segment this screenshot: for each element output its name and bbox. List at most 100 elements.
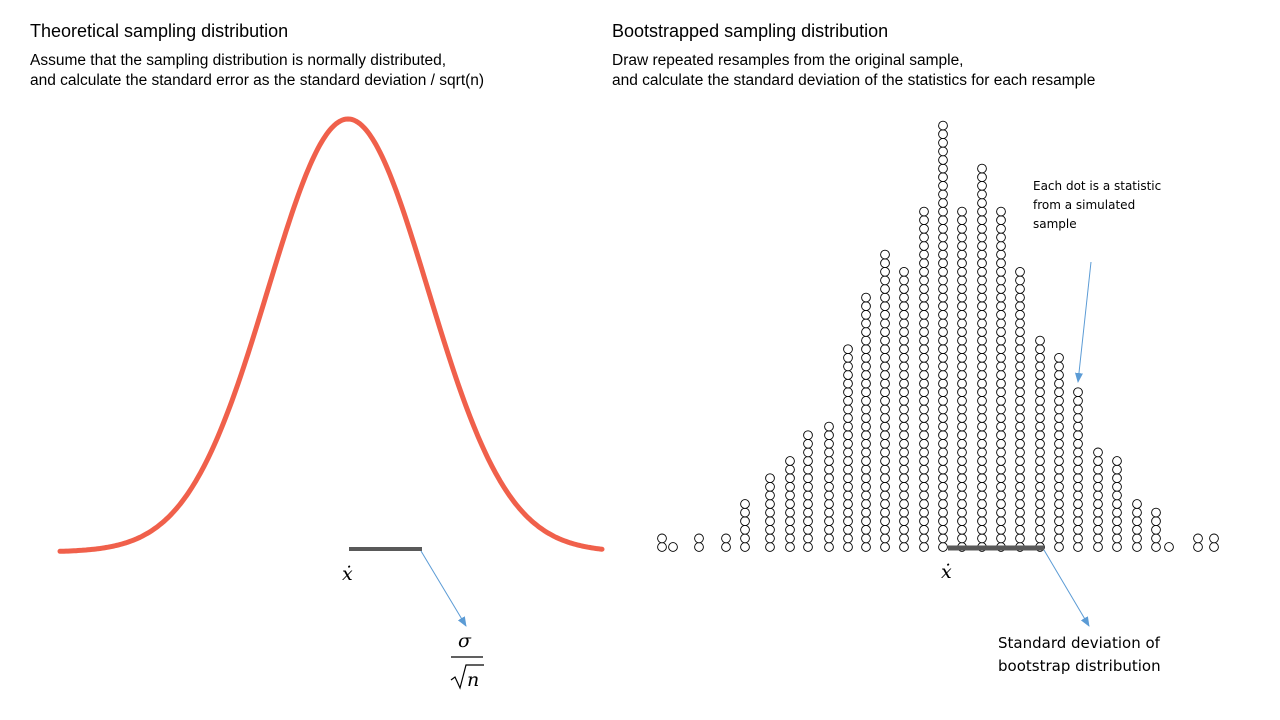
bootstrap-dot xyxy=(938,198,948,208)
bootstrap-dot xyxy=(938,344,948,355)
bootstrap-dot xyxy=(1093,464,1103,475)
bootstrap-dot xyxy=(977,421,987,432)
bootstrap-dot xyxy=(919,421,929,432)
bootstrap-dot xyxy=(1035,378,1045,389)
bootstrap-dot xyxy=(977,481,987,492)
bootstrap-dot xyxy=(843,370,853,380)
bootstrap-dot xyxy=(861,421,871,432)
bootstrap-dot xyxy=(899,473,909,484)
bootstrap-dot xyxy=(899,266,909,277)
bootstrap-dot xyxy=(957,499,967,509)
bootstrap-dot xyxy=(880,542,890,552)
bootstrap-dot xyxy=(861,301,871,312)
bootstrap-dot xyxy=(996,318,1006,329)
bootstrap-dot xyxy=(765,473,775,484)
bootstrap-dot xyxy=(880,344,890,355)
bootstrap-dot xyxy=(938,516,948,527)
bootstrap-dot xyxy=(938,352,948,363)
bootstrap-dot xyxy=(919,361,929,372)
bootstrap-dot xyxy=(996,421,1006,432)
bootstrap-dot xyxy=(1054,516,1064,527)
bootstrap-dot xyxy=(1073,524,1083,535)
bootstrap-dot xyxy=(880,284,890,294)
bootstrap-dot xyxy=(861,352,871,363)
bootstrap-dot xyxy=(919,387,929,398)
bootstrap-dot xyxy=(1054,395,1064,406)
bootstrap-dot xyxy=(1035,335,1045,346)
bootstrap-dot xyxy=(1164,542,1174,552)
bootstrap-dot xyxy=(1073,516,1083,527)
bootstrap-dot xyxy=(899,516,909,527)
bootstrap-dot xyxy=(1015,533,1025,544)
bootstrap-dot xyxy=(919,206,929,217)
bootstrap-dot xyxy=(843,438,853,449)
bootstrap-dot xyxy=(938,189,948,200)
bootstrap-dot xyxy=(899,327,909,337)
bootstrap-dot xyxy=(880,395,890,406)
bootstrap-dot xyxy=(938,266,948,277)
bootstrap-dot xyxy=(824,421,834,432)
bootstrap-dot xyxy=(824,473,834,484)
bootstrap-dot xyxy=(1035,370,1045,380)
bootstrap-dot xyxy=(880,516,890,527)
bootstrap-dot xyxy=(938,309,948,320)
bootstrap-dot xyxy=(861,473,871,484)
bootstrap-sd-label-line1: Standard deviation of xyxy=(998,634,1160,652)
bootstrap-dot xyxy=(996,327,1006,337)
bootstrap-dot xyxy=(938,146,948,157)
bootstrap-dot xyxy=(824,430,834,441)
bootstrap-dot xyxy=(919,370,929,380)
bootstrap-dot xyxy=(880,464,890,475)
bootstrap-dot xyxy=(919,430,929,441)
bootstrap-dot xyxy=(938,335,948,346)
bootstrap-dot xyxy=(957,516,967,527)
bootstrap-dot xyxy=(919,490,929,501)
bootstrap-dot xyxy=(721,542,731,552)
bootstrap-dot xyxy=(880,456,890,466)
bootstrap-dot xyxy=(861,524,871,535)
bootstrap-dot xyxy=(899,318,909,329)
bootstrap-dot xyxy=(938,241,948,251)
bootstrap-dot xyxy=(938,481,948,492)
bootstrap-dot xyxy=(1035,464,1045,475)
bootstrap-dot xyxy=(1112,473,1122,484)
bootstrap-dot xyxy=(977,206,987,217)
bootstrap-dot xyxy=(880,438,890,449)
bootstrap-dot xyxy=(843,481,853,492)
bootstrap-dot xyxy=(957,507,967,518)
bootstrap-dot xyxy=(824,524,834,535)
bootstrap-dot xyxy=(938,378,948,389)
bootstrap-dot xyxy=(938,215,948,226)
bootstrap-dot xyxy=(785,542,795,552)
bootstrap-dot xyxy=(957,352,967,363)
bootstrap-dot xyxy=(824,456,834,466)
bootstrap-dot xyxy=(899,524,909,535)
bootstrap-dot xyxy=(996,223,1006,234)
standard-error-arrow xyxy=(420,550,467,627)
bootstrap-dot xyxy=(803,464,813,475)
bootstrap-dot xyxy=(785,490,795,501)
bootstrap-dot xyxy=(1035,404,1045,415)
bootstrap-dot xyxy=(899,499,909,509)
bootstrap-dot xyxy=(824,499,834,509)
bootstrap-dot xyxy=(977,490,987,501)
bootstrap-dot xyxy=(938,155,948,165)
bootstrap-dot xyxy=(1073,421,1083,432)
bootstrap-dot xyxy=(957,430,967,441)
bootstrap-dot xyxy=(996,533,1006,544)
bootstrap-dot xyxy=(880,361,890,372)
bootstrap-dot xyxy=(1015,473,1025,484)
bootstrap-dot xyxy=(1035,507,1045,518)
bootstrap-dot xyxy=(938,163,948,174)
bootstrap-dot xyxy=(1073,542,1083,552)
bootstrap-dot xyxy=(957,524,967,535)
bootstrap-dot xyxy=(957,215,967,226)
bootstrap-dot xyxy=(740,516,750,527)
bootstrap-dot xyxy=(861,309,871,320)
bootstrap-dot xyxy=(919,447,929,458)
bootstrap-dot xyxy=(1151,516,1161,527)
bootstrap-dot xyxy=(977,318,987,329)
bootstrap-dot xyxy=(1132,507,1142,518)
bootstrap-dot xyxy=(919,327,929,337)
bootstrap-dot xyxy=(824,507,834,518)
